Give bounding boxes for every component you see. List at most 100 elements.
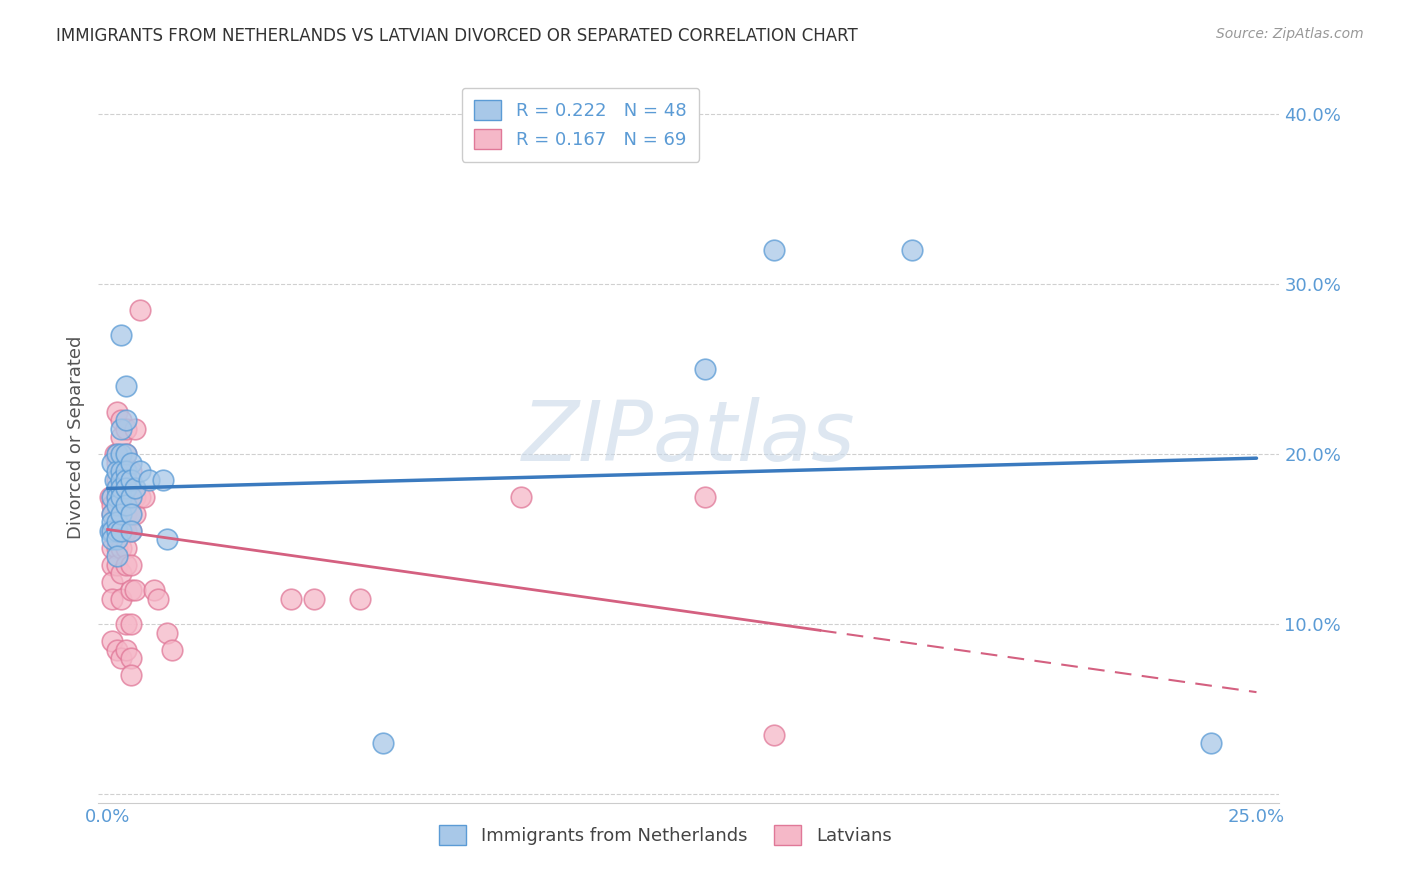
Point (110, 447, 132, 461)
Point (105, 447, 128, 461)
Point (105, 481, 128, 495)
Point (110, 421, 132, 435)
Point (115, 507, 138, 521)
Point (110, 507, 132, 521)
Point (115, 421, 138, 435)
Point (101, 574, 124, 589)
Point (105, 447, 128, 461)
Point (304, 591, 326, 606)
Point (105, 473, 128, 487)
Point (101, 456, 124, 470)
Text: IMMIGRANTS FROM NETHERLANDS VS LATVIAN DIVORCED OR SEPARATED CORRELATION CHART: IMMIGRANTS FROM NETHERLANDS VS LATVIAN D… (56, 27, 858, 45)
Point (105, 490, 128, 504)
Point (101, 490, 124, 504)
Point (124, 481, 146, 495)
Point (115, 447, 138, 461)
Point (693, 490, 716, 504)
Point (110, 481, 132, 495)
Point (105, 498, 128, 512)
Point (373, 736, 395, 750)
Point (120, 456, 142, 470)
Point (115, 541, 138, 555)
Point (101, 507, 124, 521)
Point (120, 558, 142, 572)
Point (105, 515, 128, 529)
Point (98, 490, 121, 504)
Point (105, 507, 128, 521)
Point (101, 558, 124, 572)
Point (124, 507, 146, 521)
Point (115, 490, 138, 504)
Legend: Immigrants from Netherlands, Latvians: Immigrants from Netherlands, Latvians (432, 818, 898, 852)
Point (1199, 736, 1222, 750)
Point (105, 404, 128, 418)
Point (115, 642, 138, 657)
Point (120, 507, 142, 521)
Point (110, 651, 132, 665)
Point (105, 549, 128, 563)
Point (156, 532, 179, 546)
Point (120, 583, 142, 598)
Point (110, 473, 132, 487)
Point (110, 464, 132, 478)
Point (110, 507, 132, 521)
Point (115, 473, 138, 487)
Point (103, 447, 125, 461)
Point (124, 421, 146, 435)
Point (110, 413, 132, 427)
Point (101, 498, 124, 512)
Point (120, 524, 142, 538)
Point (138, 473, 160, 487)
Point (134, 490, 156, 504)
Point (349, 591, 371, 606)
Text: ZIPatlas: ZIPatlas (522, 397, 856, 477)
Point (901, 243, 924, 257)
Point (110, 490, 132, 504)
Point (160, 642, 183, 657)
Point (146, 591, 169, 606)
Point (693, 362, 716, 376)
Point (105, 541, 128, 555)
Point (110, 541, 132, 555)
Point (110, 591, 132, 606)
Point (762, 728, 785, 742)
Y-axis label: Divorced or Separated: Divorced or Separated (66, 335, 84, 539)
Point (120, 464, 142, 478)
Point (142, 583, 165, 598)
Point (110, 566, 132, 581)
Point (110, 456, 132, 470)
Point (510, 490, 533, 504)
Point (110, 524, 132, 538)
Point (120, 473, 142, 487)
Point (98, 524, 121, 538)
Point (105, 456, 128, 470)
Point (120, 651, 142, 665)
Point (120, 507, 142, 521)
Point (120, 524, 142, 538)
Point (115, 524, 138, 538)
Point (152, 473, 174, 487)
Point (120, 668, 142, 682)
Point (105, 464, 128, 478)
Point (105, 558, 128, 572)
Text: Source: ZipAtlas.com: Source: ZipAtlas.com (1216, 27, 1364, 41)
Point (115, 379, 138, 393)
Point (105, 532, 128, 546)
Point (156, 625, 179, 640)
Point (115, 473, 138, 487)
Point (105, 515, 128, 529)
Point (101, 490, 124, 504)
Point (128, 302, 150, 317)
Point (115, 464, 138, 478)
Point (124, 490, 146, 504)
Point (105, 642, 128, 657)
Point (110, 328, 132, 343)
Point (103, 473, 125, 487)
Point (101, 541, 124, 555)
Point (105, 490, 128, 504)
Point (762, 243, 785, 257)
Point (115, 617, 138, 632)
Point (120, 490, 142, 504)
Point (101, 507, 124, 521)
Point (101, 515, 124, 529)
